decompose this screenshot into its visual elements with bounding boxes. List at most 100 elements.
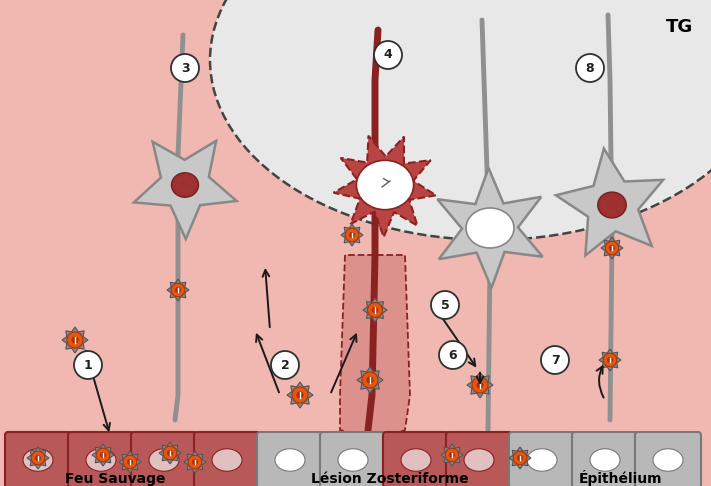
- FancyBboxPatch shape: [320, 432, 386, 486]
- Polygon shape: [184, 451, 206, 473]
- FancyBboxPatch shape: [572, 432, 638, 486]
- Polygon shape: [167, 279, 189, 301]
- Polygon shape: [599, 349, 621, 371]
- Ellipse shape: [356, 160, 414, 209]
- Polygon shape: [441, 444, 463, 466]
- Polygon shape: [601, 237, 623, 259]
- FancyBboxPatch shape: [383, 432, 449, 486]
- Circle shape: [171, 283, 185, 297]
- Polygon shape: [467, 372, 493, 398]
- Circle shape: [472, 377, 488, 393]
- Circle shape: [439, 341, 467, 369]
- Circle shape: [164, 446, 177, 460]
- Polygon shape: [363, 298, 387, 322]
- Text: 7: 7: [550, 353, 560, 366]
- Polygon shape: [27, 447, 49, 469]
- Circle shape: [366, 376, 374, 383]
- Circle shape: [292, 387, 308, 403]
- Polygon shape: [62, 327, 88, 353]
- Circle shape: [609, 245, 615, 251]
- FancyBboxPatch shape: [5, 432, 71, 486]
- Circle shape: [35, 455, 41, 461]
- Text: Épithélium: Épithélium: [578, 470, 662, 486]
- Text: 5: 5: [441, 298, 449, 312]
- Circle shape: [431, 291, 459, 319]
- Polygon shape: [556, 149, 663, 256]
- Circle shape: [167, 450, 173, 456]
- Polygon shape: [341, 224, 363, 246]
- Circle shape: [517, 455, 523, 461]
- Polygon shape: [333, 136, 436, 237]
- Circle shape: [349, 232, 355, 238]
- Circle shape: [541, 346, 569, 374]
- Text: 1: 1: [84, 359, 92, 371]
- Ellipse shape: [527, 449, 557, 471]
- Ellipse shape: [653, 449, 683, 471]
- Ellipse shape: [466, 208, 514, 248]
- Circle shape: [576, 54, 604, 82]
- Circle shape: [192, 459, 198, 465]
- Text: Feu Sauvage: Feu Sauvage: [65, 472, 165, 486]
- Polygon shape: [437, 168, 542, 288]
- Ellipse shape: [590, 449, 620, 471]
- Text: 2: 2: [281, 359, 289, 371]
- Text: 4: 4: [384, 49, 392, 62]
- Circle shape: [374, 41, 402, 69]
- Circle shape: [603, 353, 617, 367]
- Circle shape: [127, 459, 133, 465]
- Ellipse shape: [275, 449, 305, 471]
- Ellipse shape: [464, 449, 494, 471]
- Circle shape: [445, 448, 459, 462]
- Text: 6: 6: [449, 348, 457, 362]
- Circle shape: [296, 391, 304, 399]
- FancyBboxPatch shape: [635, 432, 701, 486]
- FancyBboxPatch shape: [446, 432, 512, 486]
- Circle shape: [476, 382, 483, 389]
- FancyBboxPatch shape: [131, 432, 197, 486]
- FancyBboxPatch shape: [509, 432, 575, 486]
- Circle shape: [607, 357, 613, 363]
- Circle shape: [605, 241, 619, 255]
- Polygon shape: [119, 451, 141, 473]
- Circle shape: [74, 351, 102, 379]
- Ellipse shape: [210, 0, 711, 240]
- Circle shape: [449, 452, 455, 458]
- Circle shape: [372, 307, 378, 313]
- FancyBboxPatch shape: [194, 432, 260, 486]
- Circle shape: [123, 455, 137, 469]
- Polygon shape: [134, 141, 237, 239]
- FancyBboxPatch shape: [257, 432, 323, 486]
- Circle shape: [67, 332, 83, 348]
- Circle shape: [362, 372, 378, 388]
- Circle shape: [96, 448, 109, 462]
- Circle shape: [71, 336, 79, 344]
- Polygon shape: [159, 442, 181, 464]
- Ellipse shape: [149, 449, 179, 471]
- Ellipse shape: [598, 192, 626, 218]
- Ellipse shape: [338, 449, 368, 471]
- Circle shape: [175, 287, 181, 293]
- Ellipse shape: [401, 449, 431, 471]
- Text: Lésion Zosteriforme: Lésion Zosteriforme: [311, 472, 469, 486]
- FancyBboxPatch shape: [68, 432, 134, 486]
- Polygon shape: [92, 444, 114, 466]
- Ellipse shape: [212, 449, 242, 471]
- Text: TG: TG: [665, 18, 693, 36]
- Circle shape: [100, 452, 106, 458]
- Ellipse shape: [86, 449, 116, 471]
- Circle shape: [345, 228, 359, 242]
- Polygon shape: [287, 382, 313, 408]
- Circle shape: [31, 451, 45, 465]
- Polygon shape: [340, 255, 410, 440]
- Text: 8: 8: [586, 62, 594, 74]
- Circle shape: [271, 351, 299, 379]
- Polygon shape: [509, 447, 531, 469]
- Ellipse shape: [171, 173, 198, 197]
- Text: 3: 3: [181, 62, 189, 74]
- Ellipse shape: [23, 449, 53, 471]
- Circle shape: [171, 54, 199, 82]
- Circle shape: [513, 451, 527, 465]
- Polygon shape: [357, 367, 383, 393]
- Circle shape: [368, 303, 383, 317]
- Circle shape: [188, 455, 202, 469]
